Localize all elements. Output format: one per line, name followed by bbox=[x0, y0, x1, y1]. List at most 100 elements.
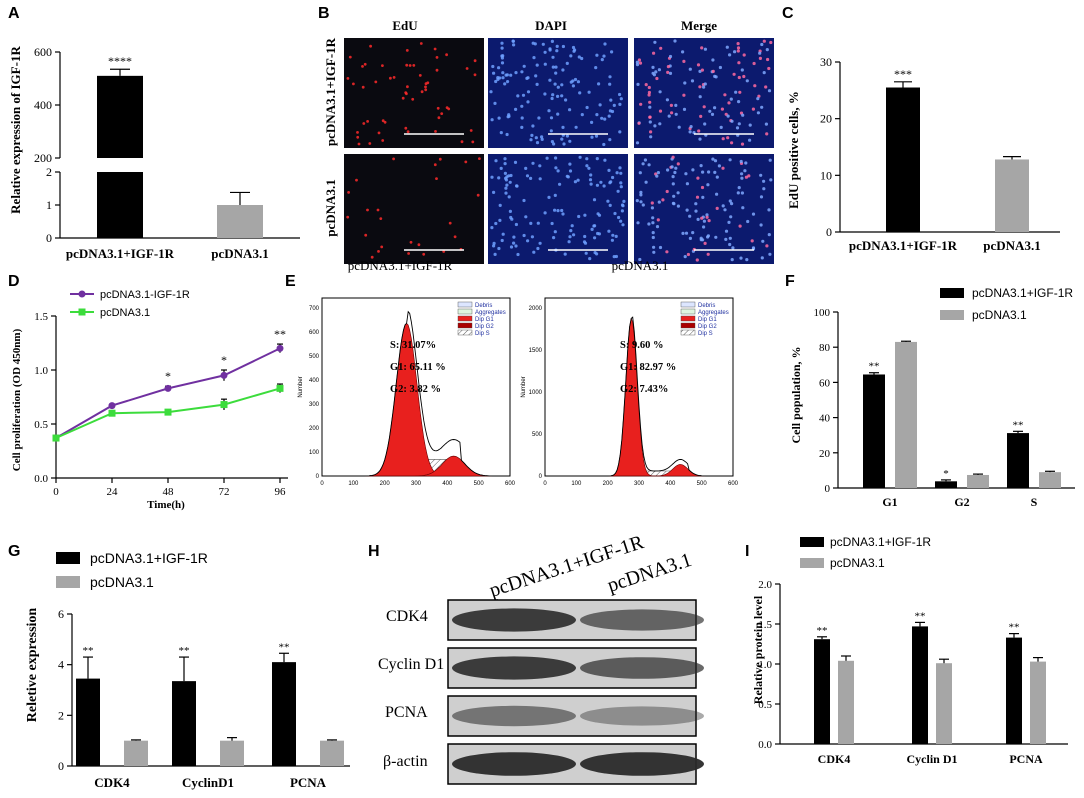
cell-dot-icon bbox=[588, 178, 593, 182]
cell-dot-icon bbox=[724, 237, 728, 241]
cell-dot-icon bbox=[767, 208, 771, 212]
panel-i-legend-swatch-1 bbox=[800, 558, 824, 568]
panel-d-s1-point-1 bbox=[108, 409, 116, 417]
cell-dot-icon bbox=[356, 131, 359, 134]
cell-dot-icon bbox=[381, 64, 384, 67]
gel-band-icon bbox=[580, 706, 704, 726]
cell-dot-icon bbox=[469, 129, 473, 132]
cell-dot-icon bbox=[761, 239, 765, 243]
cell-dot-icon bbox=[531, 124, 535, 128]
cell-dot-icon bbox=[507, 195, 511, 199]
cell-dot-icon bbox=[537, 116, 541, 120]
cell-dot-icon bbox=[595, 113, 599, 117]
cell-dot-icon bbox=[364, 233, 368, 237]
cell-dot-icon bbox=[567, 240, 571, 244]
cell-dot-icon bbox=[405, 63, 409, 67]
cell-dot-icon bbox=[580, 56, 584, 61]
cell-dot-icon bbox=[583, 234, 587, 239]
cell-dot-icon bbox=[740, 172, 744, 176]
cell-dot-icon bbox=[764, 122, 769, 126]
panel-e-0-xtick-4: 400 bbox=[442, 481, 453, 487]
cell-dot-icon bbox=[619, 185, 623, 189]
cell-dot-icon bbox=[685, 182, 690, 186]
cell-dot-icon bbox=[576, 80, 581, 84]
panel-letter-e: E bbox=[285, 273, 296, 290]
cell-dot-icon bbox=[706, 252, 710, 256]
cell-dot-icon bbox=[568, 169, 573, 173]
cell-dot-icon bbox=[556, 94, 560, 98]
cell-dot-icon bbox=[534, 74, 538, 78]
cell-dot-icon bbox=[705, 213, 709, 217]
cell-dot-icon bbox=[736, 42, 740, 46]
cell-dot-icon bbox=[592, 198, 597, 202]
cell-dot-icon bbox=[501, 232, 505, 236]
cell-dot-icon bbox=[665, 189, 669, 194]
cell-dot-icon bbox=[582, 240, 587, 244]
panel-e-0-ytick-4: 400 bbox=[309, 378, 320, 384]
cell-dot-icon bbox=[688, 130, 692, 134]
panel-f: Cell population, % 0 20 40 60 80 100 G1 ** G2 * S *… bbox=[789, 286, 1075, 509]
panel-g-xtick-1: CyclinD1 bbox=[182, 775, 234, 790]
cell-dot-icon bbox=[608, 181, 612, 185]
cell-dot-icon bbox=[515, 184, 519, 188]
panel-i-bar-s1-0 bbox=[838, 660, 854, 744]
cell-dot-icon bbox=[608, 138, 612, 142]
panel-d-s0-point-1 bbox=[108, 402, 116, 410]
cell-dot-icon bbox=[674, 103, 678, 107]
cell-dot-icon bbox=[529, 176, 533, 180]
gel-band-icon bbox=[452, 705, 576, 727]
cell-dot-icon bbox=[392, 76, 396, 79]
cell-dot-icon bbox=[514, 222, 519, 227]
panel-a-annot-0: **** bbox=[108, 54, 132, 68]
cell-dot-icon bbox=[740, 176, 744, 180]
cell-dot-icon bbox=[736, 191, 740, 195]
cell-dot-icon bbox=[535, 63, 539, 67]
panel-d-s0-point-3 bbox=[220, 371, 228, 379]
cell-dot-icon bbox=[723, 93, 727, 97]
cell-dot-icon bbox=[548, 48, 552, 52]
panel-e-1-ytick-0: 0 bbox=[539, 474, 543, 480]
cell-dot-icon bbox=[703, 241, 707, 245]
cell-dot-icon bbox=[725, 45, 729, 49]
cell-dot-icon bbox=[711, 69, 715, 73]
panel-e-0-xtick-5: 500 bbox=[474, 481, 485, 487]
cell-dot-icon bbox=[765, 48, 769, 52]
cell-dot-icon bbox=[510, 217, 514, 221]
cell-dot-icon bbox=[757, 94, 761, 98]
cell-dot-icon bbox=[453, 235, 457, 239]
cell-dot-icon bbox=[673, 170, 677, 175]
panel-f-annot-0: ** bbox=[869, 361, 880, 373]
panel-e-1-ytick-2: 1000 bbox=[529, 390, 543, 396]
cell-dot-icon bbox=[740, 142, 745, 146]
cell-dot-icon bbox=[713, 159, 718, 163]
cell-dot-icon bbox=[540, 137, 544, 141]
cell-dot-icon bbox=[751, 107, 756, 111]
cell-dot-icon bbox=[768, 158, 772, 162]
cell-dot-icon bbox=[362, 122, 366, 125]
cell-dot-icon bbox=[721, 137, 725, 141]
cell-dot-icon bbox=[594, 66, 598, 70]
cell-dot-icon bbox=[683, 255, 687, 259]
panel-f-ytick-1: 20 bbox=[819, 448, 831, 460]
cell-dot-icon bbox=[595, 183, 600, 187]
cell-dot-icon bbox=[637, 58, 642, 62]
cell-dot-icon bbox=[756, 97, 760, 101]
cell-dot-icon bbox=[620, 209, 625, 213]
cell-dot-icon bbox=[352, 82, 355, 86]
cell-dot-icon bbox=[728, 236, 732, 240]
cell-dot-icon bbox=[412, 64, 416, 67]
panel-a-upper-ytick-1: 400 bbox=[34, 98, 52, 112]
panel-g-bar-s1-1 bbox=[220, 740, 244, 766]
cell-dot-icon bbox=[573, 77, 578, 82]
cell-dot-icon bbox=[653, 40, 657, 44]
panel-f-annot-1: * bbox=[943, 468, 949, 480]
panel-e-0-legend-swatch-1 bbox=[457, 308, 473, 315]
cell-dot-icon bbox=[730, 119, 734, 123]
cell-dot-icon bbox=[417, 243, 421, 247]
cell-dot-icon bbox=[526, 239, 530, 243]
cell-dot-icon bbox=[603, 117, 607, 121]
legend-marker-series-1 bbox=[78, 308, 86, 316]
cell-dot-icon bbox=[561, 125, 565, 129]
cell-dot-icon bbox=[619, 97, 623, 101]
cell-dot-icon bbox=[616, 189, 620, 193]
